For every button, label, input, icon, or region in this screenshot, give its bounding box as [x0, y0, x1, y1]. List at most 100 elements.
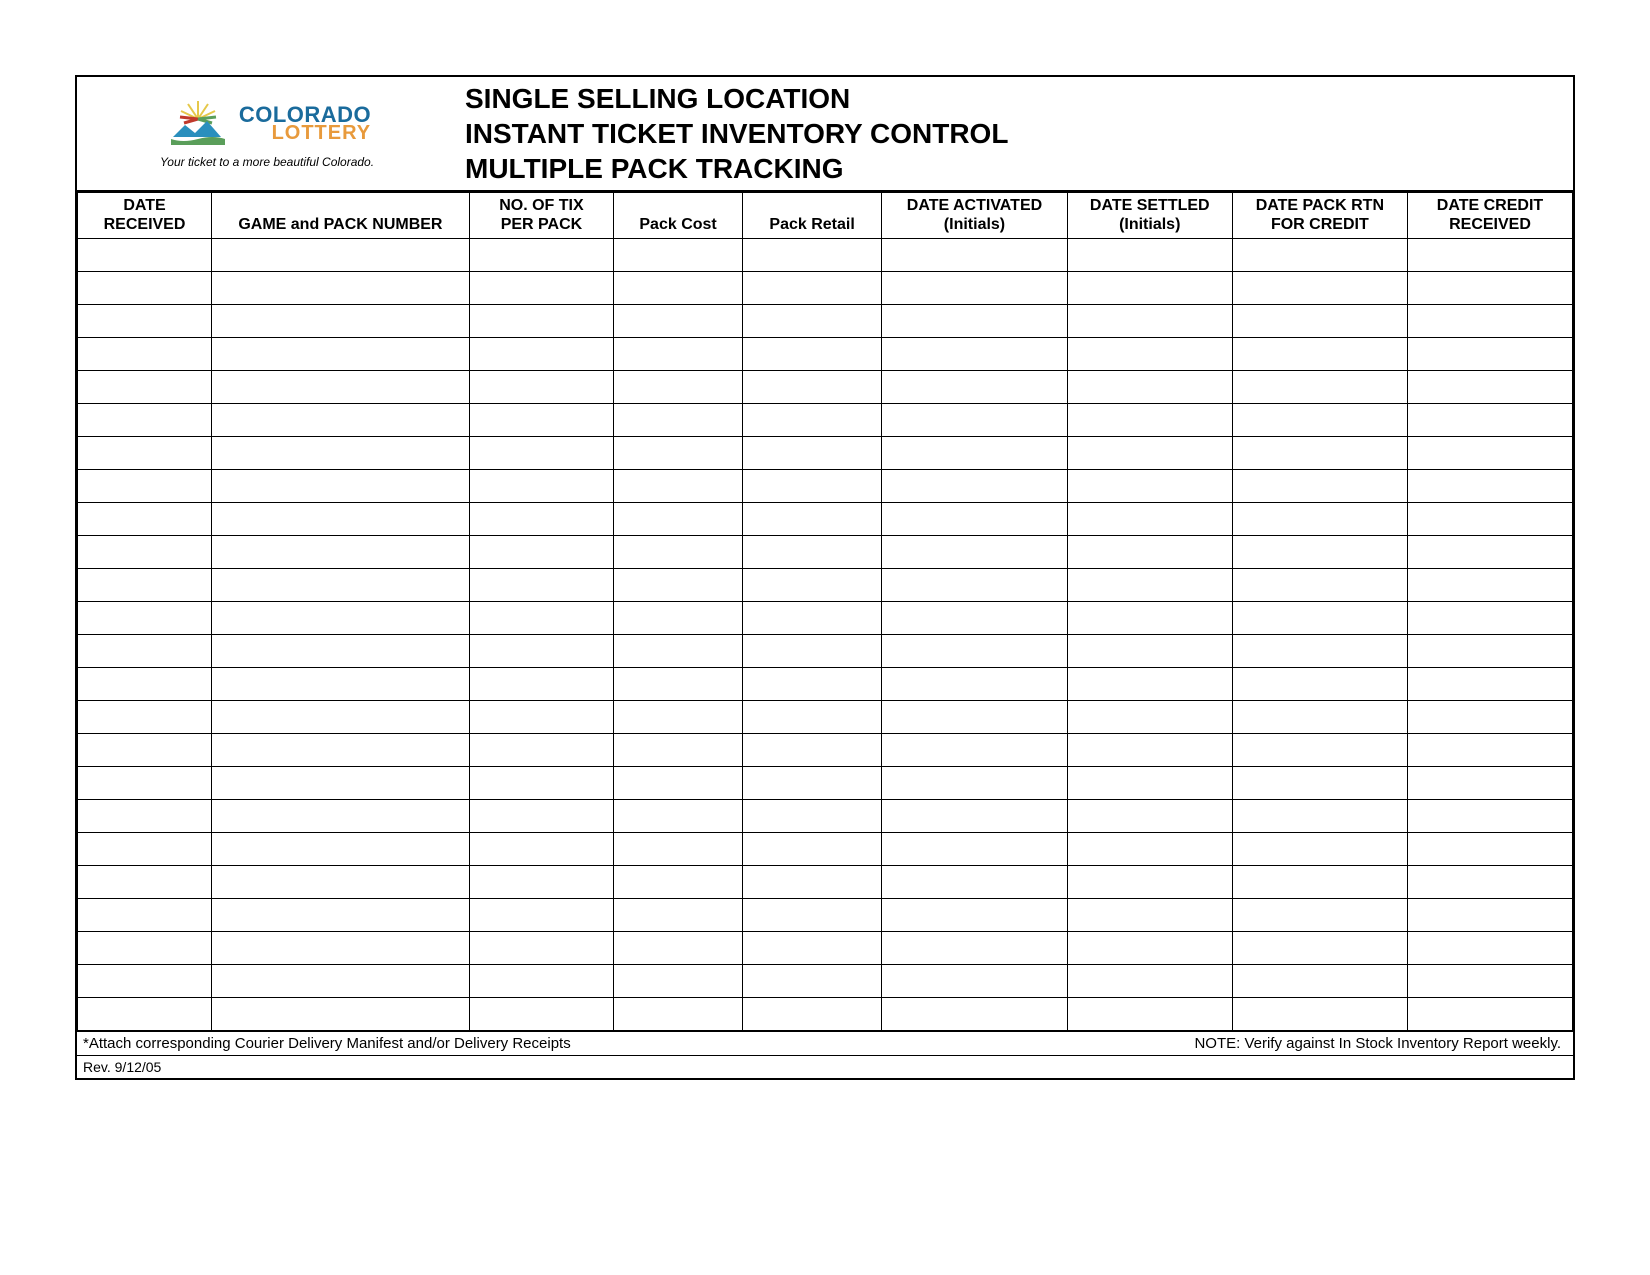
table-cell	[614, 701, 743, 734]
table-cell	[1232, 833, 1407, 866]
table-cell	[882, 437, 1068, 470]
table-cell	[1067, 899, 1232, 932]
col-header-game-pack: GAME and PACK NUMBER	[212, 193, 470, 239]
col-header-date-pack-rtn: DATE PACK RTN FOR CREDIT	[1232, 193, 1407, 239]
table-cell	[1407, 338, 1572, 371]
table-cell	[78, 965, 212, 998]
table-cell	[78, 701, 212, 734]
table-cell	[1407, 734, 1572, 767]
title-line-2: INSTANT TICKET INVENTORY CONTROL	[465, 116, 1565, 151]
table-cell	[1067, 404, 1232, 437]
table-cell	[614, 800, 743, 833]
table-row	[78, 965, 1573, 998]
table-cell	[614, 536, 743, 569]
table-cell	[1407, 371, 1572, 404]
table-cell	[743, 668, 882, 701]
table-row	[78, 437, 1573, 470]
table-cell	[212, 371, 470, 404]
table-cell	[78, 371, 212, 404]
table-cell	[1067, 932, 1232, 965]
table-cell	[614, 602, 743, 635]
table-row	[78, 899, 1573, 932]
col-header-date-activated: DATE ACTIVATED (Initials)	[882, 193, 1068, 239]
table-cell	[882, 800, 1068, 833]
table-cell	[469, 866, 613, 899]
table-row	[78, 800, 1573, 833]
table-cell	[1407, 305, 1572, 338]
form-container: COLORADO LOTTERY Your ticket to a more b…	[75, 75, 1575, 1080]
table-cell	[614, 998, 743, 1031]
table-cell	[1407, 701, 1572, 734]
table-row	[78, 833, 1573, 866]
table-cell	[1067, 668, 1232, 701]
table-cell	[212, 338, 470, 371]
table-row	[78, 668, 1573, 701]
table-cell	[469, 470, 613, 503]
table-cell	[743, 635, 882, 668]
table-cell	[1067, 338, 1232, 371]
table-cell	[212, 767, 470, 800]
table-cell	[743, 800, 882, 833]
table-cell	[882, 404, 1068, 437]
table-cell	[614, 833, 743, 866]
table-cell	[1232, 932, 1407, 965]
table-cell	[882, 701, 1068, 734]
table-cell	[614, 371, 743, 404]
logo-brand-bottom: LOTTERY	[239, 124, 371, 142]
table-cell	[614, 569, 743, 602]
table-cell	[469, 536, 613, 569]
table-cell	[212, 404, 470, 437]
table-cell	[1067, 470, 1232, 503]
table-cell	[78, 998, 212, 1031]
table-cell	[1407, 866, 1572, 899]
title-line-3: MULTIPLE PACK TRACKING	[465, 151, 1565, 186]
table-cell	[1067, 998, 1232, 1031]
table-cell	[743, 998, 882, 1031]
table-cell	[1067, 536, 1232, 569]
table-cell	[469, 272, 613, 305]
table-row	[78, 305, 1573, 338]
table-cell	[1407, 437, 1572, 470]
table-cell	[1232, 899, 1407, 932]
col-header-date-credit: DATE CREDIT RECEIVED	[1407, 193, 1572, 239]
table-cell	[882, 602, 1068, 635]
table-cell	[212, 734, 470, 767]
table-row	[78, 998, 1573, 1031]
table-cell	[882, 503, 1068, 536]
table-cell	[614, 338, 743, 371]
table-cell	[212, 239, 470, 272]
table-cell	[469, 899, 613, 932]
table-cell	[743, 437, 882, 470]
footer-revision: Rev. 9/12/05	[77, 1055, 1573, 1078]
table-cell	[1232, 767, 1407, 800]
table-cell	[212, 470, 470, 503]
table-cell	[1232, 668, 1407, 701]
table-cell	[882, 305, 1068, 338]
table-cell	[614, 668, 743, 701]
table-cell	[1232, 536, 1407, 569]
title-line-1: SINGLE SELLING LOCATION	[465, 81, 1565, 116]
table-cell	[78, 437, 212, 470]
table-cell	[212, 833, 470, 866]
table-cell	[743, 833, 882, 866]
table-cell	[882, 833, 1068, 866]
table-cell	[1232, 371, 1407, 404]
table-cell	[882, 536, 1068, 569]
table-cell	[78, 536, 212, 569]
table-cell	[743, 404, 882, 437]
table-cell	[1232, 305, 1407, 338]
table-cell	[1407, 800, 1572, 833]
table-cell	[1232, 239, 1407, 272]
table-cell	[469, 668, 613, 701]
table-cell	[212, 998, 470, 1031]
table-cell	[469, 767, 613, 800]
table-cell	[212, 866, 470, 899]
table-cell	[1067, 569, 1232, 602]
table-cell	[212, 635, 470, 668]
footer-notes-row: *Attach corresponding Courier Delivery M…	[77, 1031, 1573, 1055]
table-cell	[743, 272, 882, 305]
table-cell	[1067, 272, 1232, 305]
table-cell	[882, 998, 1068, 1031]
table-cell	[212, 602, 470, 635]
table-cell	[743, 899, 882, 932]
